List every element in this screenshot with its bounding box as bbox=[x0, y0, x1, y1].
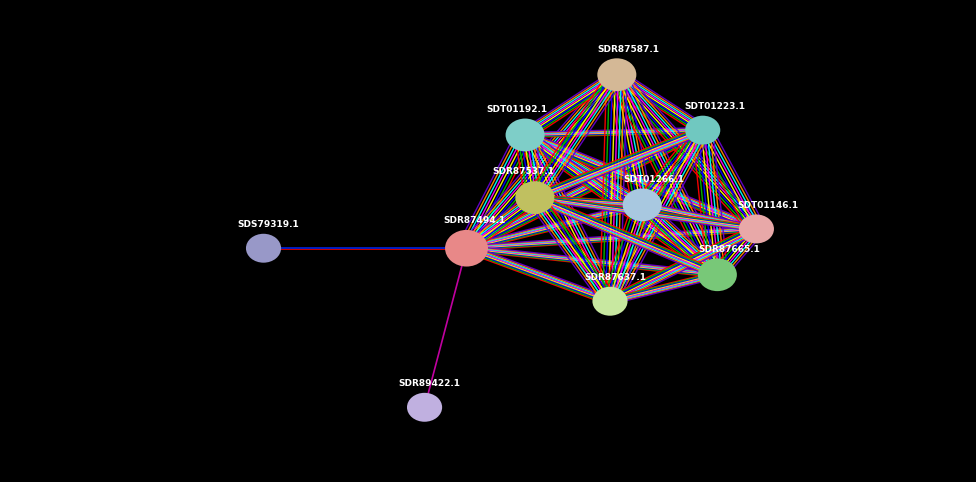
Ellipse shape bbox=[445, 230, 488, 267]
Ellipse shape bbox=[698, 258, 737, 291]
Text: SDT01192.1: SDT01192.1 bbox=[487, 105, 548, 114]
Ellipse shape bbox=[739, 214, 774, 243]
Text: SDT01146.1: SDT01146.1 bbox=[738, 201, 798, 210]
Text: SDT01266.1: SDT01266.1 bbox=[624, 174, 684, 184]
Text: SDT01223.1: SDT01223.1 bbox=[684, 102, 745, 111]
Text: SDR87537.1: SDR87537.1 bbox=[492, 167, 554, 176]
Text: SDR89422.1: SDR89422.1 bbox=[398, 379, 461, 388]
Ellipse shape bbox=[685, 116, 720, 145]
Ellipse shape bbox=[592, 287, 628, 316]
Ellipse shape bbox=[407, 393, 442, 422]
Ellipse shape bbox=[246, 234, 281, 263]
Ellipse shape bbox=[623, 188, 662, 221]
Ellipse shape bbox=[506, 119, 545, 151]
Text: SDS79319.1: SDS79319.1 bbox=[237, 220, 300, 229]
Text: SDR87587.1: SDR87587.1 bbox=[597, 44, 660, 54]
Ellipse shape bbox=[597, 58, 636, 91]
Text: SDR87494.1: SDR87494.1 bbox=[443, 216, 506, 225]
Ellipse shape bbox=[515, 181, 554, 214]
Text: SDR87665.1: SDR87665.1 bbox=[698, 244, 760, 254]
Text: SDR87637.1: SDR87637.1 bbox=[584, 273, 646, 282]
